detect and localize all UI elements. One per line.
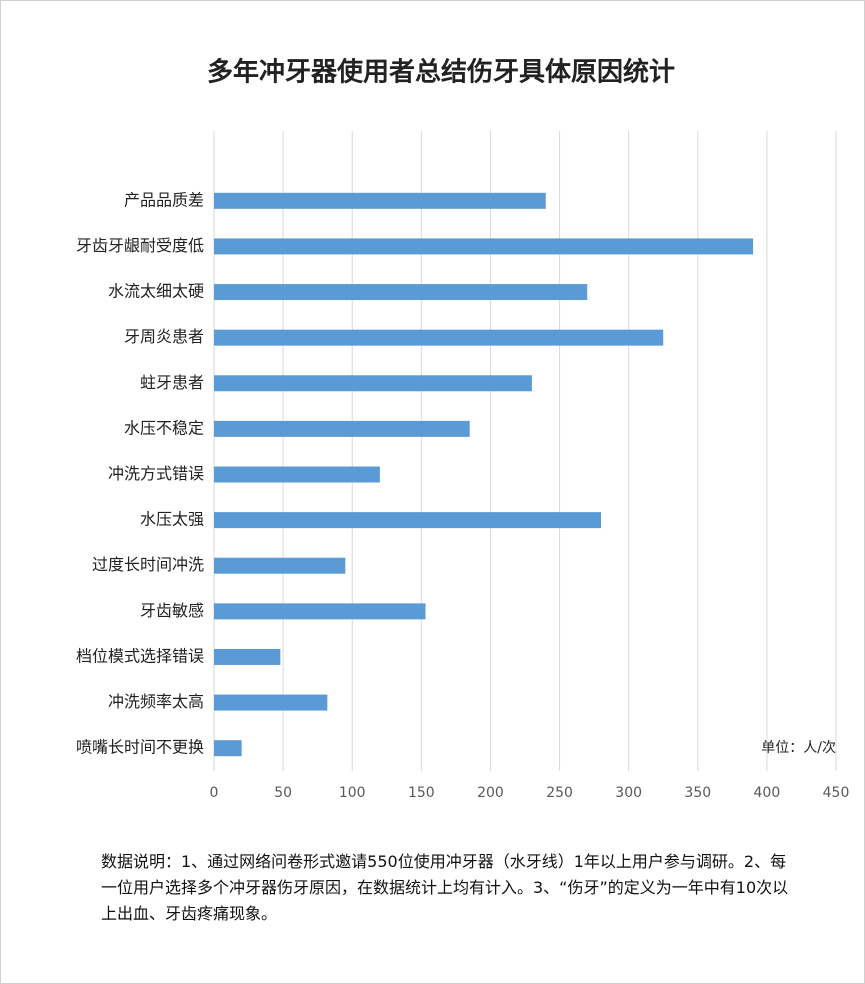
bar xyxy=(214,466,380,483)
x-tick-label: 350 xyxy=(684,785,711,801)
footnote: 数据说明：1、通过网络问卷形式邀请550位使用冲牙器（水牙线）1年以上用户参与调… xyxy=(101,852,789,923)
x-tick-label: 100 xyxy=(339,785,366,801)
bar xyxy=(214,192,546,209)
chart-title: 多年冲牙器使用者总结伤牙具体原因统计 xyxy=(207,57,675,88)
y-tick-label: 水压太强 xyxy=(140,510,204,529)
x-tick-label: 250 xyxy=(546,785,573,801)
x-tick-label: 200 xyxy=(477,785,504,801)
bar xyxy=(214,557,346,574)
bar xyxy=(214,238,754,255)
bar xyxy=(214,694,328,711)
bar xyxy=(214,740,242,757)
chart: 多年冲牙器使用者总结伤牙具体原因统计 单位：人/次 0 50 100 150 200 25… xyxy=(76,57,850,802)
x-tick-label: 50 xyxy=(274,785,292,801)
bar xyxy=(214,603,426,620)
y-tick-label: 牙齿牙龈耐受度低 xyxy=(76,236,204,255)
y-tick-label: 牙齿敏感 xyxy=(140,601,204,620)
y-tick-label: 档位模式选择错误 xyxy=(76,646,204,665)
x-tick-label: 450 xyxy=(823,785,850,801)
y-tick-label: 牙周炎患者 xyxy=(124,327,204,346)
bar xyxy=(214,329,664,346)
bar xyxy=(214,512,602,529)
bar xyxy=(214,284,588,301)
bar xyxy=(214,420,470,437)
y-tick-label: 过度长时间冲洗 xyxy=(92,555,204,574)
x-tick-label: 400 xyxy=(754,785,781,801)
x-tick-label: 150 xyxy=(408,785,435,801)
y-tick-label: 蛀牙患者 xyxy=(140,373,204,392)
y-tick-label: 冲洗频率太高 xyxy=(108,692,204,711)
y-tick-label: 水压不稳定 xyxy=(124,418,204,437)
bar xyxy=(214,648,281,665)
unit-note: 单位：人/次 xyxy=(761,740,836,756)
x-tick-label: 0 xyxy=(210,785,219,801)
bar xyxy=(214,375,532,392)
y-tick-label: 水流太细太硬 xyxy=(108,282,204,301)
y-tick-label: 产品品质差 xyxy=(124,190,204,209)
y-tick-label: 冲洗方式错误 xyxy=(108,464,204,483)
x-tick-label: 300 xyxy=(615,785,642,801)
y-tick-label: 喷嘴长时间不更换 xyxy=(76,738,204,757)
